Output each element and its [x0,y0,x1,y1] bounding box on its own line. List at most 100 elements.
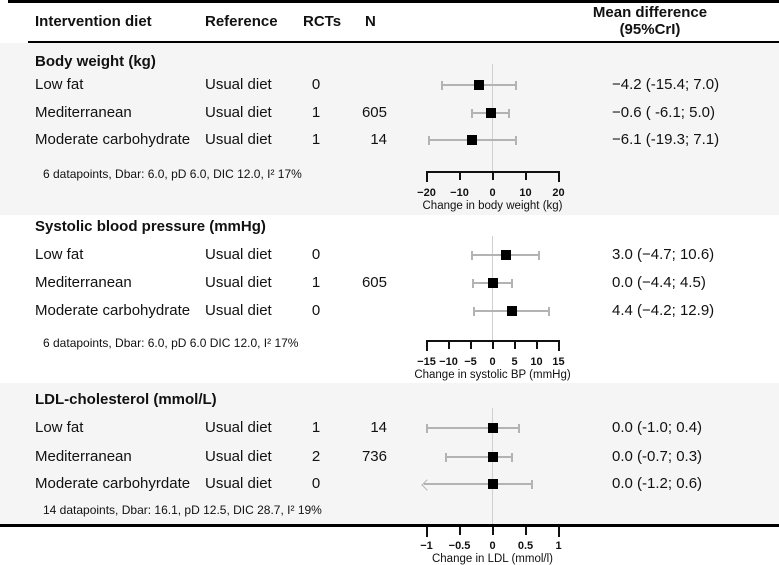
fit-statistics-footnote: 6 datapoints, Dbar: 6.0, pD 6.0 DIC 12.0… [43,336,299,350]
fit-statistics-footnote: 6 datapoints, Dbar: 6.0, pD 6.0, DIC 12.… [43,167,302,181]
point-estimate-marker [487,452,498,462]
point-estimate-marker [467,135,478,145]
ci-line [446,456,513,458]
row-reference: Usual diet [205,274,272,291]
ci-cap-low [473,306,476,316]
row-intervention-diet: Moderate carbohydrate [35,302,191,319]
row-rcts: 0 [311,76,321,93]
axis-tick [458,171,461,180]
ci-cap-high [514,80,517,90]
row-reference: Usual diet [205,131,272,148]
zero-axis-line [491,408,494,524]
point-estimate-marker [487,423,498,433]
axis-title: Change in systolic BP (mmHg) [414,368,571,381]
axis-tick [491,340,494,349]
row-n: 14 [370,419,387,436]
mean-difference-header-line2: (95%CrI) [619,21,681,38]
row-reference: Usual diet [205,104,272,121]
section-band [0,383,779,524]
axis-tick [491,171,494,180]
header-rule [28,41,779,43]
col-header-intervention-diet: Intervention diet [35,13,152,30]
ci-cap-low [427,135,430,145]
row-intervention-diet: Mediterranean [35,448,132,465]
row-mean-difference: 3.0 (−4.7; 10.6) [612,246,715,263]
axis-tick [557,340,560,351]
axis-tick-label: −10 [439,355,458,368]
axis-tick [524,171,527,180]
ci-line [423,483,533,485]
section-title: LDL-cholesterol (mmol/L) [35,391,217,408]
ci-cap-high [517,423,520,433]
row-rcts: 0 [311,475,321,492]
row-mean-difference: −0.6 ( -6.1; 5.0) [612,104,715,121]
ci-cap-low [471,108,474,118]
axis-tick [458,527,461,535]
bottom-rule [0,524,779,527]
row-n: 605 [361,274,387,291]
axis-tick-label: 1 [555,540,562,552]
row-n: 14 [370,131,387,148]
row-mean-difference: −6.1 (-19.3; 7.1) [612,131,720,148]
axis-tick-label: 10 [519,186,532,199]
zero-axis-line [491,64,494,172]
row-n: 605 [361,104,387,121]
row-mean-difference: 4.4 (−4.2; 12.9) [612,302,715,319]
axis-tick-label: 0 [489,355,496,368]
axis-title: Change in body weight (kg) [422,199,563,212]
row-rcts: 1 [311,131,321,148]
axis-tick-label: −1 [420,540,433,552]
zero-axis-line [491,236,494,341]
row-intervention-diet: Low fat [35,419,84,436]
axis-tick [524,527,527,535]
point-estimate-marker [485,108,496,118]
mean-difference-header-line1: Mean difference [592,4,708,21]
section-title: Body weight (kg) [35,53,156,70]
row-mean-difference: 0.0 (-0.7; 0.3) [612,448,703,465]
row-rcts: 1 [311,419,321,436]
point-estimate-marker [500,250,511,260]
axis-tick [425,340,428,351]
row-rcts: 1 [311,104,321,121]
ci-cap-high [511,452,514,462]
row-intervention-diet: Mediterranean [35,104,132,121]
ci-cap-high [548,306,551,316]
col-header-n: N [365,13,376,30]
axis-tick-label: 5 [511,355,518,368]
axis-tick-label: 0.5 [517,540,534,552]
ci-cap-high [538,250,541,260]
row-reference: Usual diet [205,419,272,436]
axis-tick-label: −20 [417,186,436,199]
axis-tick [425,171,428,182]
row-reference: Usual diet [205,302,272,319]
axis-tick [491,527,494,535]
ci-cap-low [425,423,428,433]
axis-tick-label: 20 [552,186,565,199]
axis-tick [469,340,472,349]
row-intervention-diet: Low fat [35,76,84,93]
axis-tick-label: −15 [417,355,436,368]
row-reference: Usual diet [205,76,272,93]
row-reference: Usual diet [205,448,272,465]
point-estimate-marker [487,479,498,489]
point-estimate-marker [487,278,498,288]
row-mean-difference: 0.0 (-1.0; 0.4) [612,419,703,436]
ci-cap-high [514,135,517,145]
point-estimate-marker [473,80,484,90]
axis-tick [535,340,538,349]
row-rcts: 2 [311,448,321,465]
row-reference: Usual diet [205,475,272,492]
axis-tick [557,527,560,537]
axis-title: Change in LDL (mmol/l) [431,553,553,565]
axis-tick-label: 0 [489,186,496,199]
axis-tick [557,171,560,182]
fit-statistics-footnote: 14 datapoints, Dbar: 16.1, pD 12.5, DIC … [43,503,322,517]
axis-tick-label: 15 [552,355,565,368]
axis-tick [447,340,450,349]
axis-tick [425,527,428,537]
row-mean-difference: −4.2 (-15.4; 7.0) [612,76,720,93]
axis-tick-label: −10 [450,186,469,199]
col-header-rcts: RCTs [303,13,342,30]
row-mean-difference: 0.0 (−4.4; 4.5) [612,274,706,291]
axis-tick-label: 10 [530,355,543,368]
